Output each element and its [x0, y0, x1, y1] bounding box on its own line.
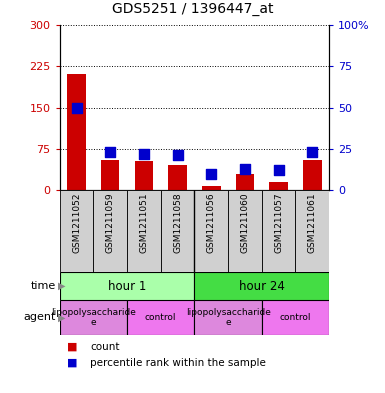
- Point: [74, 105, 80, 111]
- Point: [208, 170, 214, 176]
- Bar: [236, 173, 254, 190]
- Text: GSM1211059: GSM1211059: [106, 193, 115, 253]
- Point: [242, 165, 248, 172]
- Bar: [296, 190, 329, 272]
- Bar: [228, 190, 262, 272]
- Point: [141, 151, 147, 157]
- Text: GSM1211058: GSM1211058: [173, 193, 182, 253]
- Text: lipopolysaccharide
e: lipopolysaccharide e: [186, 308, 271, 327]
- Bar: [262, 300, 329, 335]
- Point: [276, 167, 282, 173]
- Text: GSM1211060: GSM1211060: [241, 193, 249, 253]
- Bar: [127, 190, 161, 272]
- Text: GSM1211057: GSM1211057: [274, 193, 283, 253]
- Bar: [67, 75, 86, 190]
- Point: [309, 149, 315, 155]
- Text: GDS5251 / 1396447_at: GDS5251 / 1396447_at: [112, 2, 273, 16]
- Text: hour 1: hour 1: [108, 279, 146, 292]
- Bar: [168, 165, 187, 190]
- Text: percentile rank within the sample: percentile rank within the sample: [90, 358, 266, 367]
- Text: time: time: [30, 281, 56, 291]
- Text: ■: ■: [67, 358, 78, 367]
- Bar: [161, 190, 194, 272]
- Bar: [262, 190, 296, 272]
- Text: GSM1211051: GSM1211051: [139, 193, 148, 253]
- Text: GSM1211052: GSM1211052: [72, 193, 81, 253]
- Bar: [135, 162, 153, 190]
- Text: agent: agent: [23, 312, 56, 323]
- Point: [107, 149, 113, 155]
- Bar: [194, 272, 329, 300]
- Text: control: control: [145, 313, 176, 322]
- Bar: [194, 190, 228, 272]
- Text: ■: ■: [67, 342, 78, 352]
- Bar: [60, 272, 194, 300]
- Bar: [270, 182, 288, 190]
- Text: GSM1211056: GSM1211056: [207, 193, 216, 253]
- Text: ▶: ▶: [58, 281, 65, 291]
- Text: hour 24: hour 24: [239, 279, 285, 292]
- Bar: [60, 300, 127, 335]
- Bar: [194, 300, 262, 335]
- Bar: [60, 190, 93, 272]
- Bar: [202, 185, 221, 190]
- Text: lipopolysaccharide
e: lipopolysaccharide e: [51, 308, 136, 327]
- Text: count: count: [90, 342, 120, 352]
- Bar: [303, 160, 321, 190]
- Bar: [101, 160, 119, 190]
- Text: control: control: [280, 313, 311, 322]
- Text: ▶: ▶: [58, 312, 65, 323]
- Text: GSM1211061: GSM1211061: [308, 193, 317, 253]
- Bar: [127, 300, 194, 335]
- Bar: [93, 190, 127, 272]
- Point: [174, 152, 181, 158]
